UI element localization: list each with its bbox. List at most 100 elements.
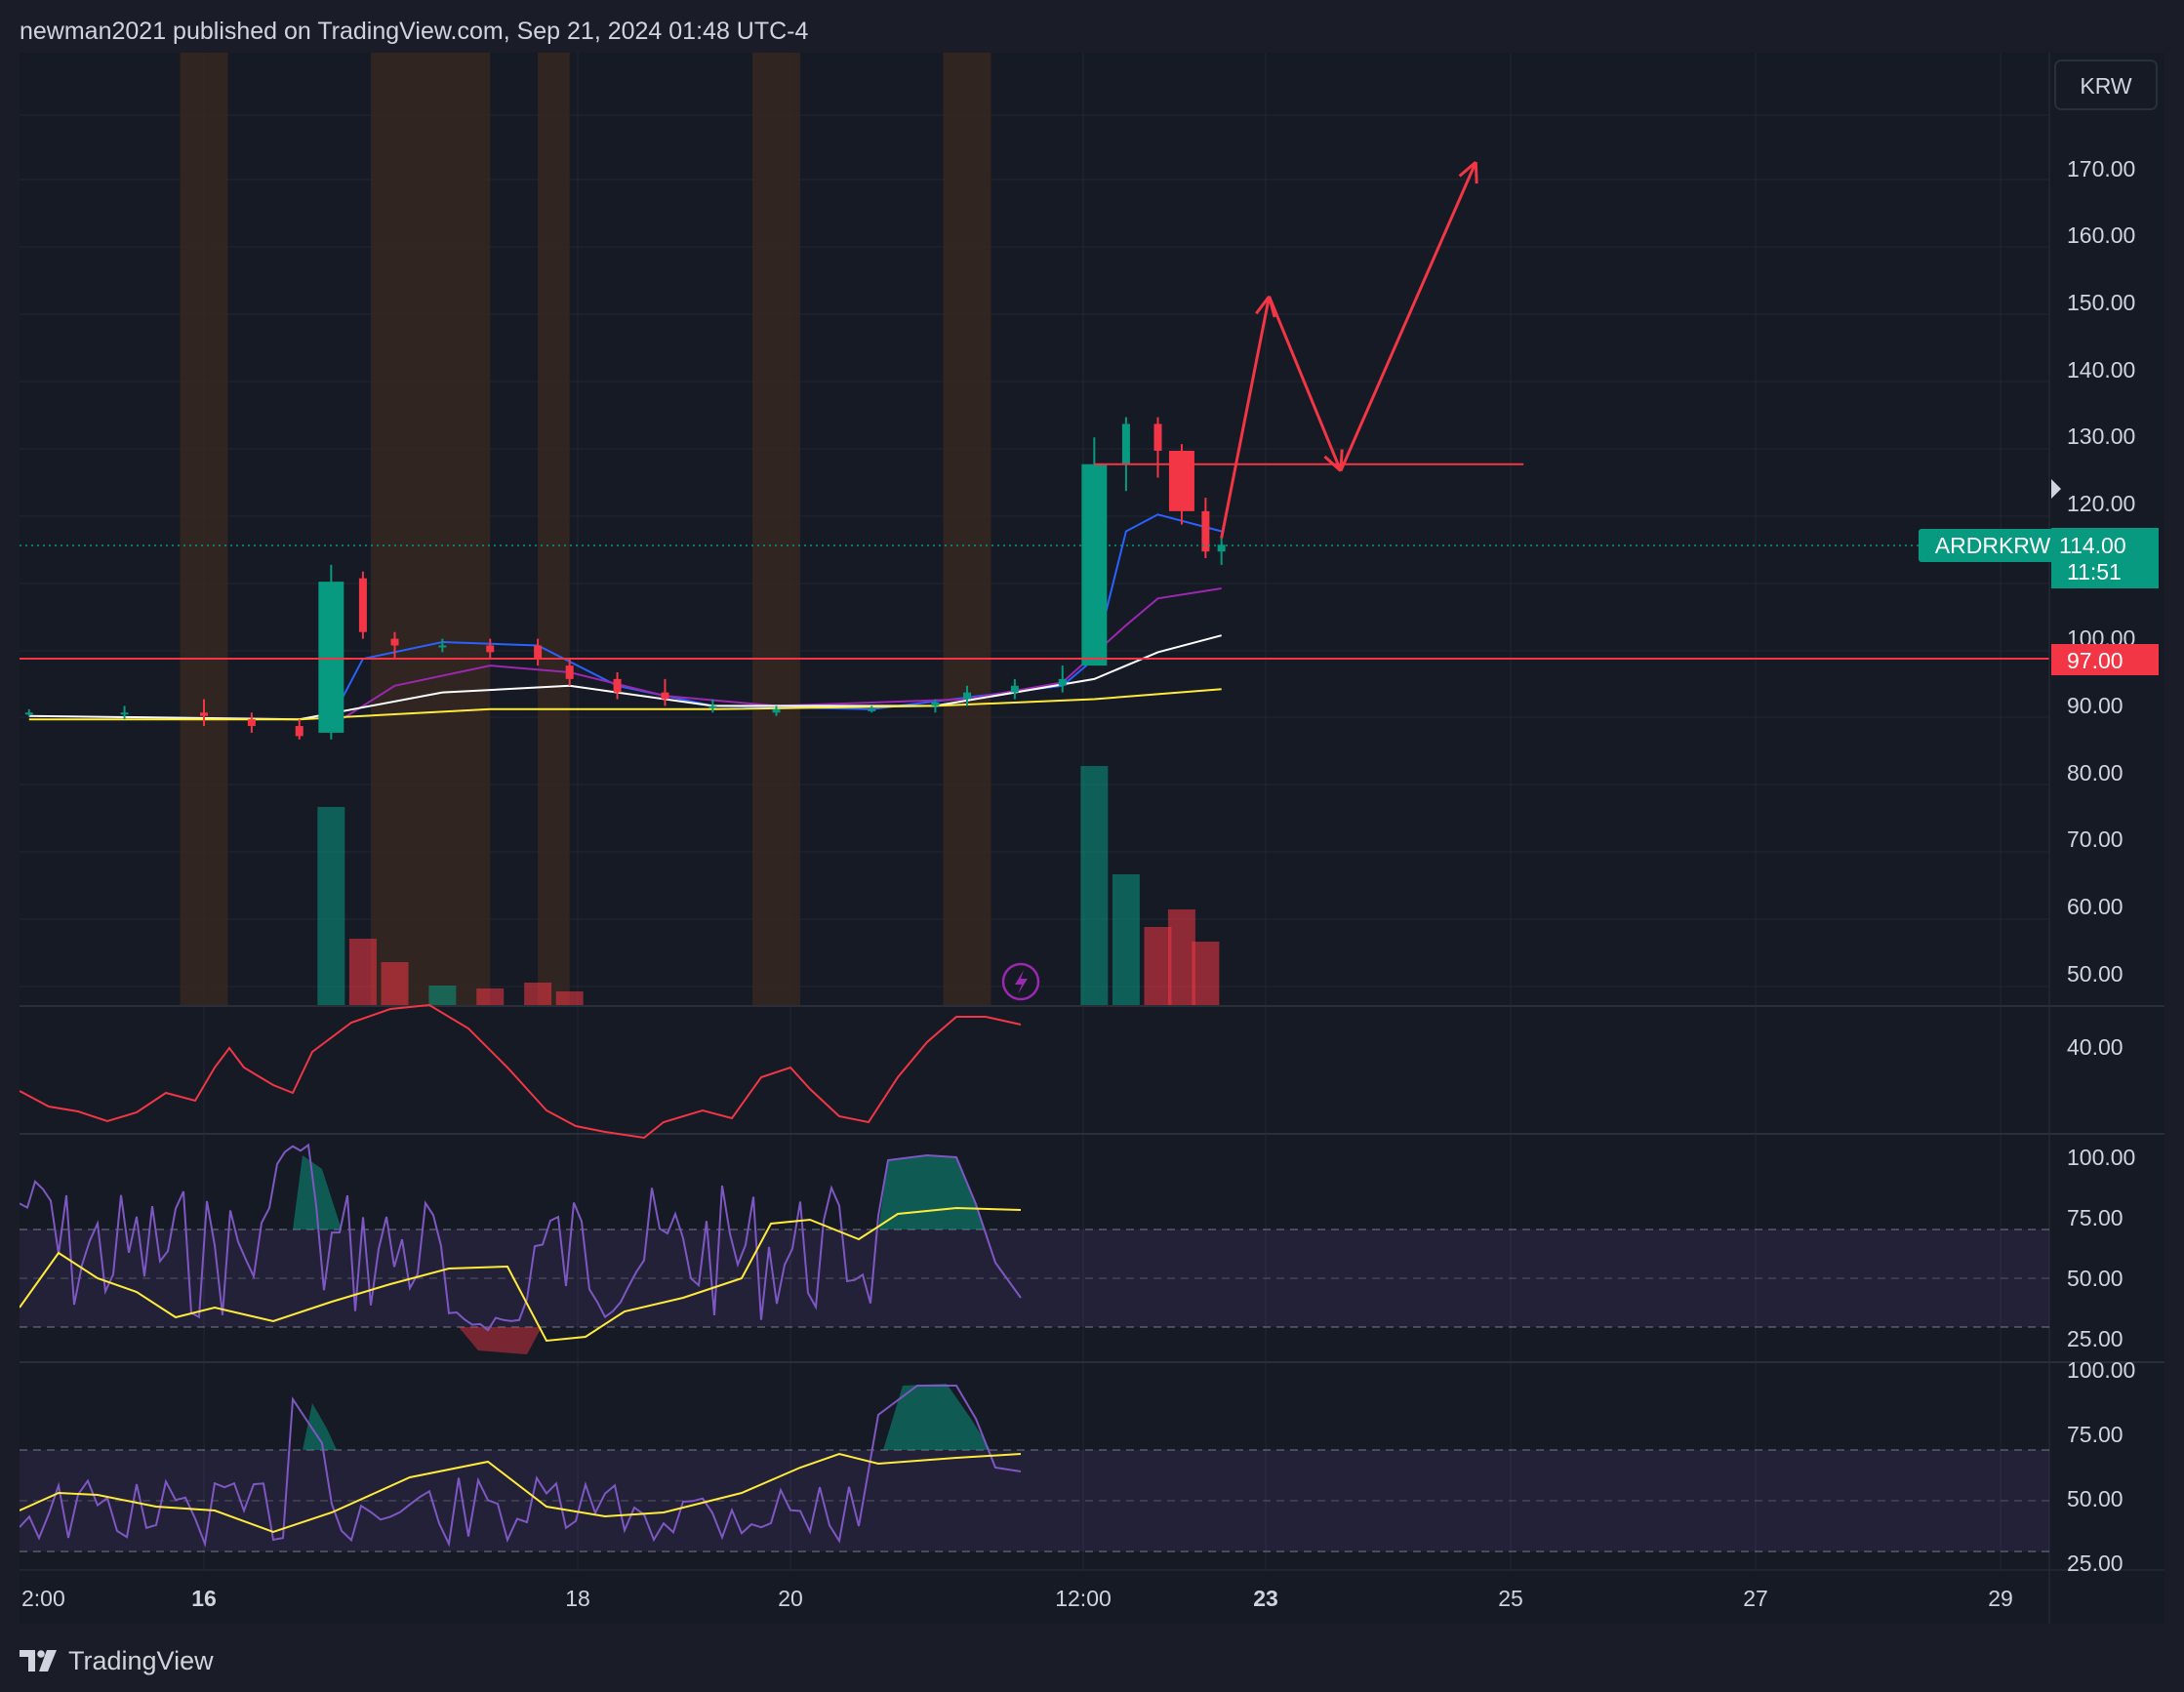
arrow-head bbox=[1255, 295, 1271, 315]
volume-bar bbox=[1144, 927, 1172, 1006]
symbol-label: ARDRKRW bbox=[1935, 533, 2051, 558]
volume-bar bbox=[555, 991, 584, 1006]
price-chart[interactable]: 170.00 160.00 150.00 140.00 130.00 120.00 100.… bbox=[19, 53, 2164, 1624]
rsi-tick: 50.00 bbox=[2067, 1266, 2123, 1291]
session-shading bbox=[180, 53, 991, 1006]
rsi-tick: 25.00 bbox=[2067, 1326, 2123, 1351]
chart-area[interactable]: 170.00 160.00 150.00 140.00 130.00 120.00 100.… bbox=[19, 53, 2164, 1624]
price-tick: 150.00 bbox=[2067, 290, 2135, 315]
volume-bar bbox=[524, 983, 552, 1006]
projection-segment bbox=[1220, 296, 1272, 539]
price-tick: 90.00 bbox=[2067, 693, 2123, 718]
price-tick: 160.00 bbox=[2067, 222, 2135, 248]
session-band bbox=[371, 53, 491, 1006]
candle-body bbox=[534, 645, 543, 660]
candle-body bbox=[963, 692, 971, 700]
candle-body bbox=[1153, 423, 1162, 451]
rsi-ma-line bbox=[19, 1206, 1022, 1343]
price-axis[interactable]: 170.00 160.00 150.00 140.00 130.00 120.00 100.… bbox=[2067, 156, 2135, 1576]
rsi-tick: 75.00 bbox=[2067, 1205, 2123, 1230]
price-tick: 60.00 bbox=[2067, 894, 2123, 919]
rsi2-ma-line bbox=[19, 1452, 1022, 1534]
rsi2-line bbox=[19, 1385, 1022, 1548]
arrow-head bbox=[1458, 160, 1477, 178]
rsi-tick: 100.00 bbox=[2067, 1145, 2135, 1170]
lightning-icon[interactable] bbox=[1001, 962, 1040, 1001]
candle-body bbox=[390, 638, 399, 646]
candle-body bbox=[772, 708, 781, 713]
time-tick: 27 bbox=[1743, 1586, 1768, 1611]
price-tick: 50.00 bbox=[2067, 961, 2123, 987]
countdown-label: 11:51 bbox=[2067, 559, 2122, 584]
tradingview-logo[interactable]: TradingView bbox=[20, 1641, 214, 1680]
arrow-head bbox=[1323, 455, 1342, 472]
candle-body bbox=[931, 702, 940, 706]
price-tick: 80.00 bbox=[2067, 760, 2123, 786]
candle-body bbox=[247, 719, 256, 727]
level-price-label: 97.00 bbox=[2051, 644, 2159, 675]
candle-body bbox=[318, 582, 344, 733]
scroll-right-icon[interactable] bbox=[2051, 479, 2061, 499]
level-label: 97.00 bbox=[2067, 648, 2123, 673]
oscillator-tick: 40.00 bbox=[2067, 1034, 2123, 1060]
price-tick: 130.00 bbox=[2067, 423, 2135, 449]
volume-bar bbox=[1167, 909, 1195, 1006]
rsi2-tick: 100.00 bbox=[2067, 1357, 2135, 1383]
candle-body bbox=[661, 692, 669, 700]
price-tick: 70.00 bbox=[2067, 826, 2123, 852]
time-tick: 20 bbox=[778, 1586, 803, 1611]
time-tick: 18 bbox=[565, 1586, 590, 1611]
session-band bbox=[538, 53, 570, 1006]
candle-body bbox=[438, 645, 447, 648]
candle-body bbox=[295, 726, 303, 737]
projection-segment bbox=[1339, 161, 1477, 472]
rsi-line bbox=[19, 1143, 1022, 1332]
symbol-price-label: ARDRKRW 114.00 11:51 bbox=[1919, 528, 2159, 588]
volume-bar bbox=[317, 807, 345, 1006]
volume-bar bbox=[476, 988, 505, 1006]
candle-body bbox=[565, 665, 574, 679]
volume-bar bbox=[348, 939, 377, 1006]
candle-body bbox=[1081, 463, 1108, 666]
candle-body bbox=[358, 578, 367, 632]
candle-body bbox=[120, 712, 129, 715]
session-band bbox=[180, 53, 228, 1006]
price-tick: 170.00 bbox=[2067, 156, 2135, 181]
currency-button[interactable]: KRW bbox=[2054, 60, 2158, 110]
volume-bar bbox=[1080, 766, 1109, 1006]
candle-body bbox=[1168, 450, 1194, 511]
rsi-overbought-fill bbox=[293, 1155, 986, 1229]
time-tick: 12:00 bbox=[1055, 1586, 1112, 1611]
candle-body bbox=[1010, 685, 1019, 693]
rsi2-overbought-fill bbox=[303, 1384, 991, 1450]
candle-body bbox=[708, 705, 717, 708]
volume-bar bbox=[1192, 942, 1220, 1006]
candle-body bbox=[486, 645, 495, 653]
rsi2-tick: 25.00 bbox=[2067, 1551, 2123, 1576]
tradingview-logo-text: TradingView bbox=[68, 1645, 214, 1675]
candle-body bbox=[24, 712, 33, 715]
volume-bar bbox=[381, 962, 409, 1006]
candle-body bbox=[613, 678, 622, 693]
candle-body bbox=[200, 712, 208, 716]
tradingview-logo-icon bbox=[20, 1650, 59, 1672]
oscillator-line bbox=[19, 1003, 1022, 1140]
last-price-label: 114.00 bbox=[2059, 533, 2126, 558]
candle-body bbox=[1201, 510, 1210, 552]
rsi2-tick: 75.00 bbox=[2067, 1422, 2123, 1447]
candle-body bbox=[1217, 544, 1226, 552]
publisher-header: newman2021 published on TradingView.com,… bbox=[20, 18, 809, 45]
projection-drawing[interactable] bbox=[1094, 160, 1524, 539]
candles bbox=[24, 417, 1226, 740]
time-tick: 16 bbox=[191, 1586, 217, 1611]
price-tick: 140.00 bbox=[2067, 357, 2135, 383]
volume-bar bbox=[428, 986, 457, 1006]
time-tick: 23 bbox=[1253, 1586, 1278, 1611]
volume-bars bbox=[317, 766, 1220, 1006]
projection-segment bbox=[1268, 296, 1343, 472]
volume-bar bbox=[1112, 874, 1140, 1006]
price-tick: 120.00 bbox=[2067, 491, 2135, 516]
candle-body bbox=[1121, 423, 1130, 464]
session-band bbox=[943, 53, 991, 1006]
time-axis[interactable]: 2:00 16 18 20 12:00 23 25 27 29 bbox=[21, 1586, 2013, 1611]
